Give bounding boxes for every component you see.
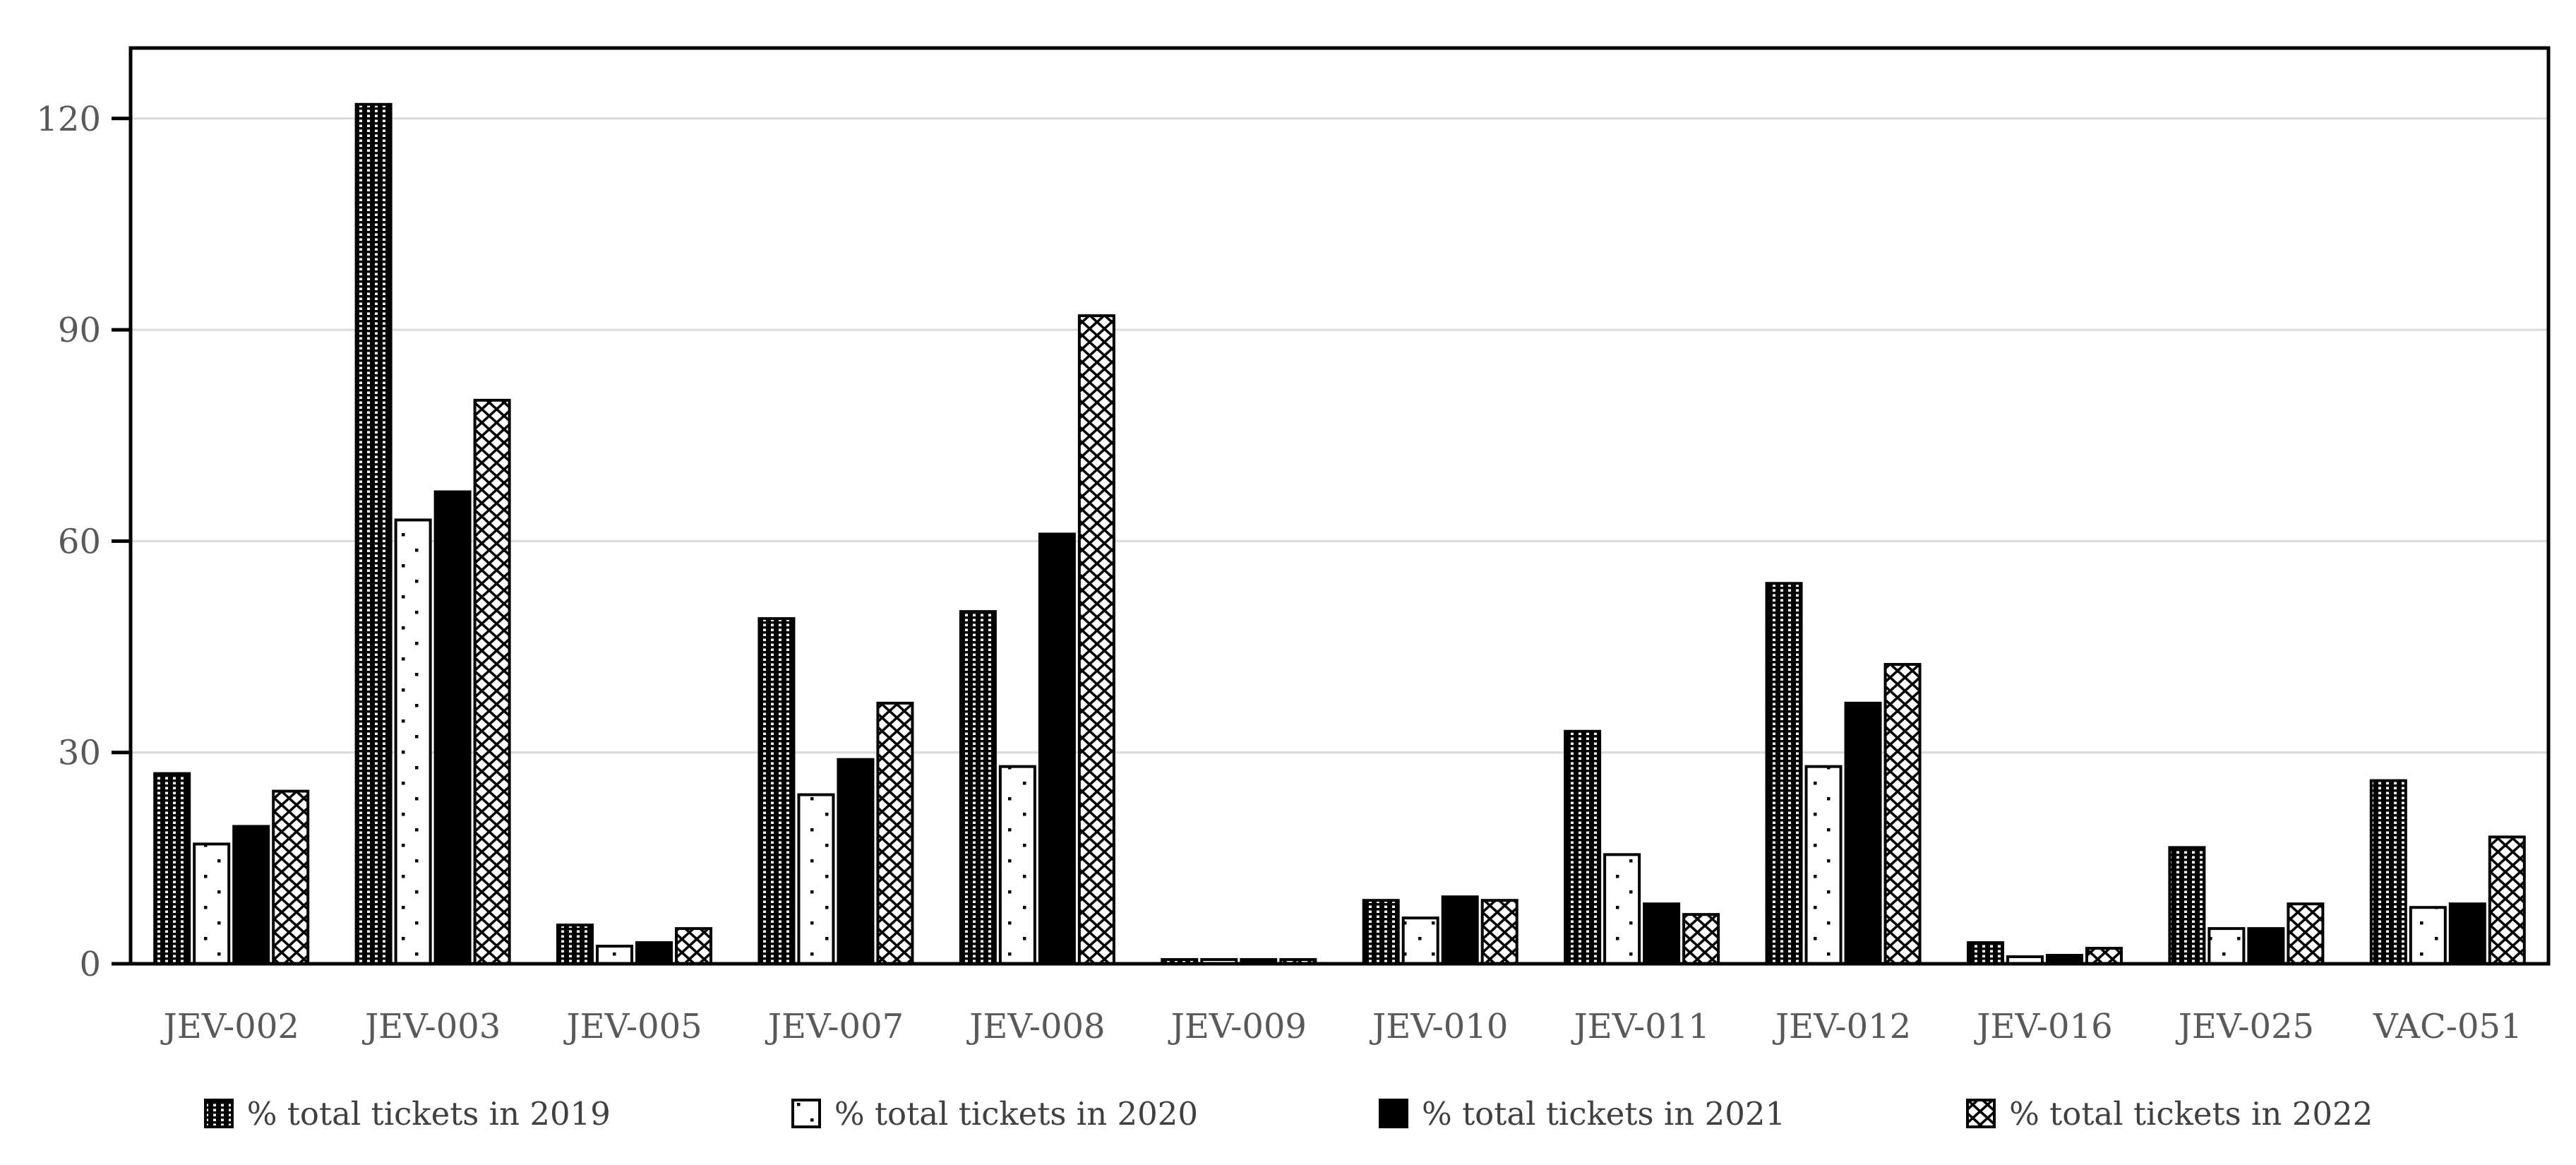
- legend-label: % total tickets in 2019: [246, 1094, 611, 1133]
- bar: [354, 102, 393, 965]
- bar: [837, 758, 875, 965]
- bar: [998, 765, 1036, 965]
- category-label: JEV-005: [563, 1007, 702, 1046]
- bar: [1643, 902, 1681, 966]
- bar: [2207, 927, 2246, 965]
- bar: [757, 617, 796, 966]
- bar: [2448, 902, 2486, 966]
- chart-legend: % total tickets in 2019 % total tickets i…: [0, 1068, 2576, 1159]
- bar: [1603, 853, 1641, 965]
- y-tick-label: 0: [79, 945, 101, 984]
- bar: [153, 772, 191, 965]
- category-label: JEV-016: [1973, 1007, 2112, 1046]
- y-tick-label: 30: [58, 734, 101, 773]
- bar: [232, 825, 270, 965]
- bar: [2247, 927, 2285, 965]
- legend-marker: [1966, 1099, 1996, 1128]
- category-label: JEV-025: [2175, 1007, 2314, 1046]
- legend-marker-icon: [791, 1099, 821, 1128]
- legend-label: % total tickets in 2021: [1422, 1094, 1786, 1133]
- category-label: JEV-007: [765, 1007, 904, 1046]
- legend-item: % total tickets in 2022: [1965, 1095, 2373, 1133]
- bar: [394, 518, 432, 965]
- legend-marker-icon: [203, 1099, 234, 1128]
- bar: [433, 490, 472, 965]
- category-label: JEV-008: [966, 1007, 1105, 1046]
- bar: [596, 945, 634, 966]
- bar: [1564, 729, 1602, 966]
- y-tick-label: 90: [58, 311, 101, 350]
- bar: [272, 789, 310, 966]
- category-label: JEV-002: [160, 1007, 299, 1046]
- bar: [1077, 314, 1115, 966]
- legend-label: % total tickets in 2020: [834, 1094, 1198, 1133]
- bar: [556, 924, 594, 966]
- legend-item: % total tickets in 2021: [1378, 1095, 1785, 1133]
- legend-marker: [203, 1099, 234, 1128]
- category-label: JEV-010: [1369, 1007, 1508, 1046]
- bar: [635, 941, 673, 965]
- bar: [473, 398, 511, 965]
- bar: [1844, 701, 1882, 965]
- bar: [193, 842, 231, 966]
- bar: [1682, 913, 1720, 965]
- bar: [1441, 895, 1479, 966]
- bar: [797, 793, 835, 965]
- legend-label: % total tickets in 2022: [2009, 1094, 2373, 1133]
- category-label: JEV-009: [1168, 1007, 1307, 1046]
- bar: [1966, 941, 2004, 965]
- bar: [876, 701, 914, 965]
- y-tick-label: 120: [36, 100, 101, 139]
- legend-marker: [791, 1099, 821, 1128]
- bar: [1883, 662, 1922, 965]
- category-label: JEV-012: [1772, 1007, 1911, 1046]
- chart-canvas: 0 30 60 90 120 JEV-002 JEV-003 JEV-005 JEV-007 JE…: [36, 46, 2551, 1046]
- legend-marker: [1379, 1099, 1408, 1128]
- bar: [2369, 779, 2407, 965]
- category-label: VAC-051: [2373, 1007, 2522, 1046]
- bar: [1765, 582, 1803, 965]
- legend-marker-icon: [1966, 1099, 1996, 1128]
- bar: [959, 610, 997, 966]
- legend-item: % total tickets in 2020: [791, 1095, 1198, 1133]
- category-label: JEV-003: [361, 1007, 501, 1046]
- bar: [2287, 902, 2325, 966]
- category-label: JEV-011: [1570, 1007, 1709, 1046]
- bar: [1804, 765, 1843, 965]
- bar: [1038, 532, 1076, 965]
- bar: [2409, 906, 2447, 965]
- bar: [675, 927, 713, 965]
- bar: [2168, 846, 2206, 965]
- legend-marker-icon: [1379, 1099, 1408, 1128]
- bar: [1362, 899, 1400, 965]
- bar: [2488, 835, 2526, 966]
- bar: [2085, 947, 2123, 966]
- bar: [1401, 916, 1439, 966]
- legend-item: % total tickets in 2019: [203, 1095, 611, 1133]
- bar: [1480, 899, 1518, 965]
- y-tick-label: 60: [58, 522, 101, 561]
- plot-border: [128, 46, 2551, 966]
